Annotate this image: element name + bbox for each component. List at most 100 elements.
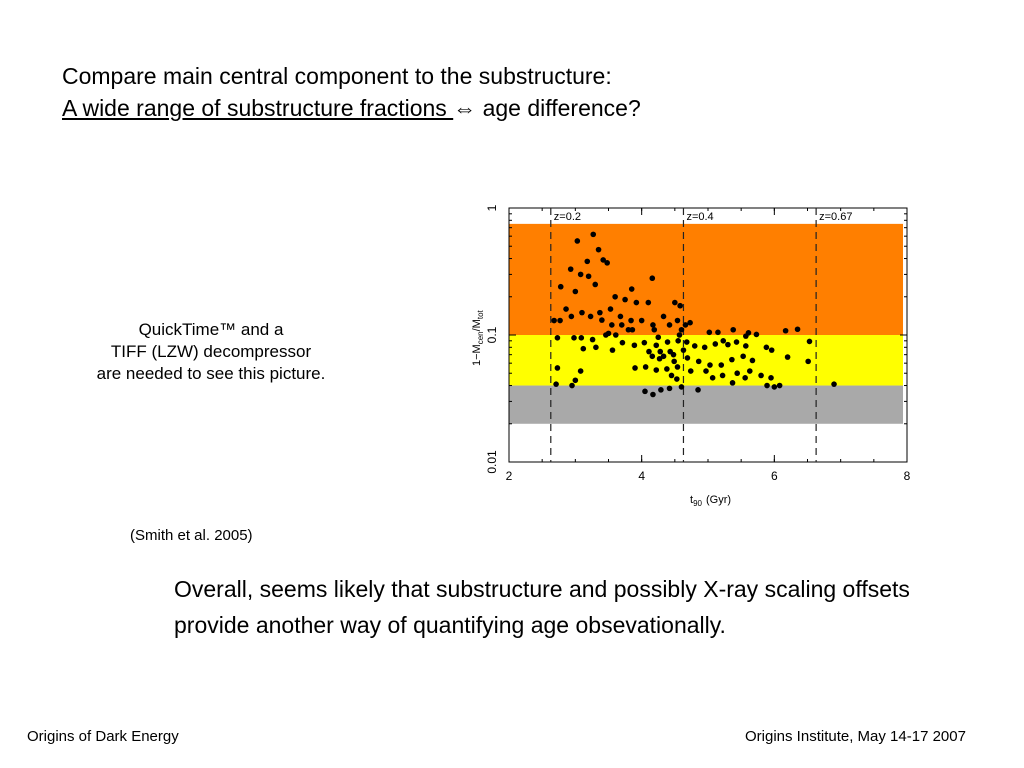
y-tick-label: 0.1 [485, 326, 499, 343]
redshift-marker-layer: z=0.2 z=0.4 z=0.67 [550, 208, 852, 462]
data-point [794, 326, 801, 333]
data-point [687, 368, 694, 374]
data-point [684, 355, 691, 361]
tick-layer: 2 4 6 8 0.01 0.1 1 [485, 204, 911, 483]
data-point [733, 339, 740, 345]
y-axis-label-tot: tot [476, 309, 485, 319]
y-tick-label: 1 [485, 204, 499, 211]
data-point [653, 342, 660, 349]
data-point [782, 327, 789, 334]
x-axis-label-subscript: 90 [693, 499, 702, 508]
data-point [666, 322, 673, 328]
data-point [580, 345, 587, 352]
double-arrow-symbol: ⇔ [453, 95, 477, 121]
missing-image-placeholder: QuickTime™ and a TIFF (LZW) decompressor… [52, 319, 370, 385]
data-point [572, 377, 579, 384]
data-point [729, 356, 735, 363]
data-point [660, 313, 667, 320]
data-point [569, 382, 575, 389]
data-point [657, 348, 664, 355]
data-point [687, 319, 693, 326]
title-line-2: A wide range of substructure fractions ⇔… [62, 92, 641, 124]
x-axis-label-unit: (Gyr) [706, 494, 731, 506]
data-point [628, 286, 635, 292]
data-point [658, 387, 664, 393]
data-point [668, 372, 675, 379]
data-point [764, 382, 770, 389]
footer-left: Origins of Dark Energy [27, 728, 179, 745]
scatter-chart: 2 4 6 8 0.01 0.1 1 z=0.2 z=0.4 z=0.67 t90 (Gyr) 1… [452, 196, 952, 512]
data-point [660, 353, 667, 360]
data-point [568, 313, 575, 320]
data-point [683, 339, 690, 345]
data-point [691, 343, 698, 349]
data-point [629, 326, 636, 333]
data-point [567, 266, 574, 272]
data-point [649, 275, 656, 282]
data-point [715, 329, 721, 336]
data-point [682, 322, 689, 328]
band-layer [509, 223, 903, 424]
title-rest-text: age difference? [476, 95, 641, 121]
data-point [719, 372, 726, 379]
data-point [672, 299, 678, 306]
data-point [597, 309, 603, 316]
title-underlined-text: A wide range of substructure fractions [62, 95, 454, 121]
data-point [553, 381, 559, 387]
citation: (Smith et al. 2005) [130, 527, 253, 544]
x-tick-label: 2 [506, 469, 513, 483]
data-point [600, 257, 606, 263]
data-point [695, 358, 702, 365]
data-point [563, 306, 569, 312]
data-point [712, 341, 719, 347]
data-point [633, 299, 640, 306]
data-point [593, 344, 599, 351]
data-point [709, 375, 716, 381]
data-point [784, 354, 791, 360]
data-point [628, 317, 634, 324]
placeholder-line-3: are needed to see this picture. [96, 364, 326, 383]
data-point [592, 281, 599, 288]
band-gray [509, 385, 903, 424]
data-point [703, 368, 709, 374]
data-point [612, 332, 619, 338]
placeholder-line-1: QuickTime™ and a [138, 320, 284, 339]
chart-svg: 2 4 6 8 0.01 0.1 1 z=0.2 z=0.4 z=0.67 t90 (Gyr) 1… [471, 204, 911, 508]
data-point [740, 353, 746, 360]
data-point [771, 384, 778, 390]
data-point [609, 322, 615, 328]
data-point [671, 358, 677, 365]
data-point [706, 329, 713, 336]
data-point [655, 334, 662, 341]
data-point [695, 387, 701, 393]
redshift-label: z=0.4 [686, 211, 713, 223]
data-point [677, 302, 683, 309]
y-axis-label-prefix: 1−M [471, 344, 483, 366]
band-orange [509, 223, 903, 335]
redshift-label: z=0.67 [819, 211, 852, 223]
data-point [664, 366, 670, 372]
data-point [743, 343, 749, 349]
slide-title: Compare main central component to the su… [62, 60, 641, 124]
data-point [653, 367, 660, 373]
data-point [578, 335, 585, 341]
data-point [642, 364, 649, 370]
data-point [571, 335, 577, 341]
data-point [622, 296, 628, 303]
y-axis-label: 1−Mcen/Mtot [471, 309, 485, 366]
data-point [758, 372, 764, 379]
data-point [675, 338, 681, 344]
data-point [589, 336, 596, 343]
data-point [645, 299, 652, 306]
data-point [651, 326, 658, 333]
data-point [768, 347, 775, 353]
data-point [725, 341, 731, 348]
data-point [768, 375, 774, 381]
band-yellow [509, 335, 903, 386]
data-point [632, 365, 638, 371]
data-point [650, 391, 656, 398]
data-point [674, 317, 681, 324]
x-tick-label: 6 [771, 469, 778, 483]
data-point [642, 388, 648, 395]
data-point [753, 331, 760, 338]
